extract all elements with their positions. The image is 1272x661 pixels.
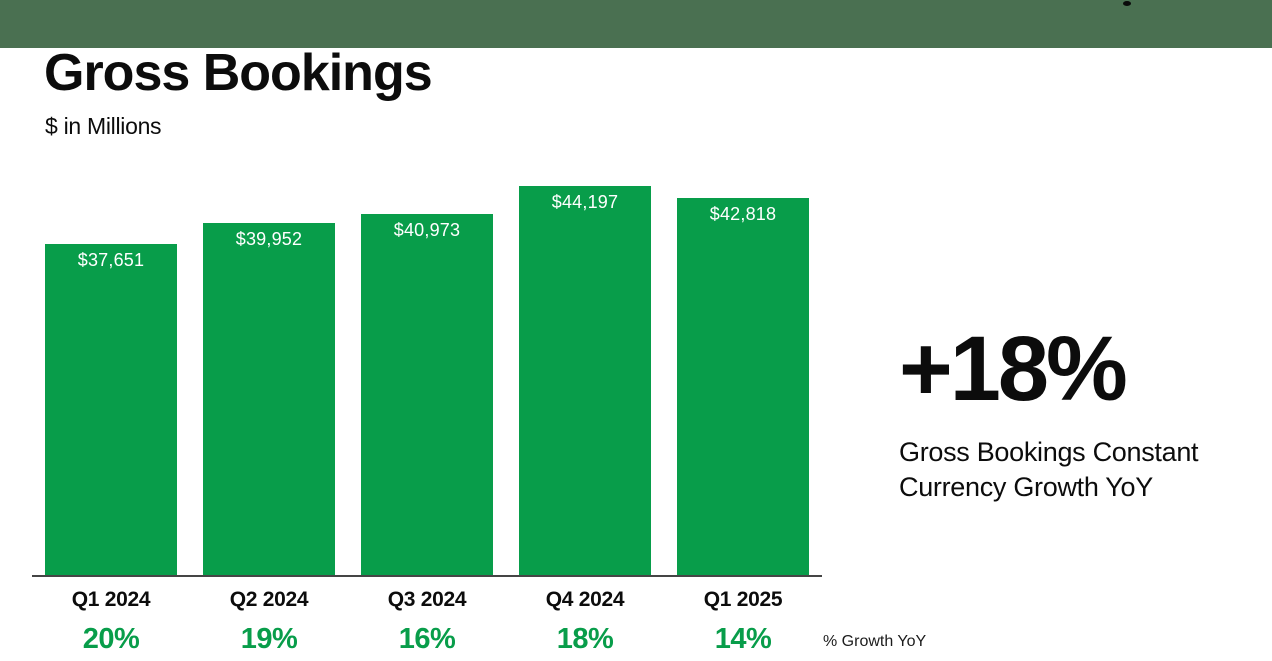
bar-value-label: $37,651	[77, 250, 145, 270]
highlight-caption-line1: Gross Bookings Constant	[899, 437, 1199, 467]
growth-pct-q1-2025: 14%	[714, 623, 772, 655]
page-title: Gross Bookings	[44, 44, 433, 102]
x-label-q3-2024: Q3 2024	[387, 588, 467, 611]
corner-dot	[1123, 1, 1131, 6]
highlight-panel: +18% Gross Bookings Constant Currency Gr…	[899, 323, 1249, 504]
bar-value-label: $44,197	[551, 192, 619, 212]
bar-q4-2024: $44,197	[519, 186, 651, 576]
growth-pct-q4-2024: 18%	[556, 623, 614, 655]
bar-chart: $37,651 $39,952 $40,973 $44,197 $42,818	[45, 186, 809, 576]
highlight-caption-line2: Currency Growth YoY	[899, 471, 1153, 502]
bar-value-label: $40,973	[393, 220, 461, 240]
header-accent-bar	[0, 0, 1272, 48]
bar-q3-2024: $40,973	[361, 214, 493, 576]
growth-pct-q1-2024: 20%	[82, 623, 140, 655]
bar-q1-2025: $42,818	[677, 198, 809, 576]
highlight-caption: Gross Bookings Constant Currency Growth …	[899, 435, 1249, 504]
growth-pct-q3-2024: 16%	[398, 623, 456, 655]
bar-value-label: $39,952	[235, 229, 303, 249]
x-label-q1-2024: Q1 2024	[71, 588, 151, 611]
growth-yoy-row: 20% 19% 16% 18% 14%	[45, 623, 809, 656]
x-axis-line	[32, 575, 822, 577]
bar-value-label: $42,818	[709, 204, 777, 224]
x-label-q1-2025: Q1 2025	[703, 588, 783, 611]
x-label-q4-2024: Q4 2024	[545, 588, 625, 611]
x-label-q2-2024: Q2 2024	[229, 588, 309, 611]
growth-pct-q2-2024: 19%	[240, 623, 298, 655]
page-subtitle: $ in Millions	[45, 113, 162, 139]
x-axis-labels: Q1 2024 Q2 2024 Q3 2024 Q4 2024 Q1 2025	[45, 588, 809, 612]
bar-q2-2024: $39,952	[203, 223, 335, 576]
bar-q1-2024: $37,651	[45, 244, 177, 576]
growth-yoy-caption: % Growth YoY	[823, 633, 927, 650]
highlight-value: +18%	[899, 318, 1128, 420]
